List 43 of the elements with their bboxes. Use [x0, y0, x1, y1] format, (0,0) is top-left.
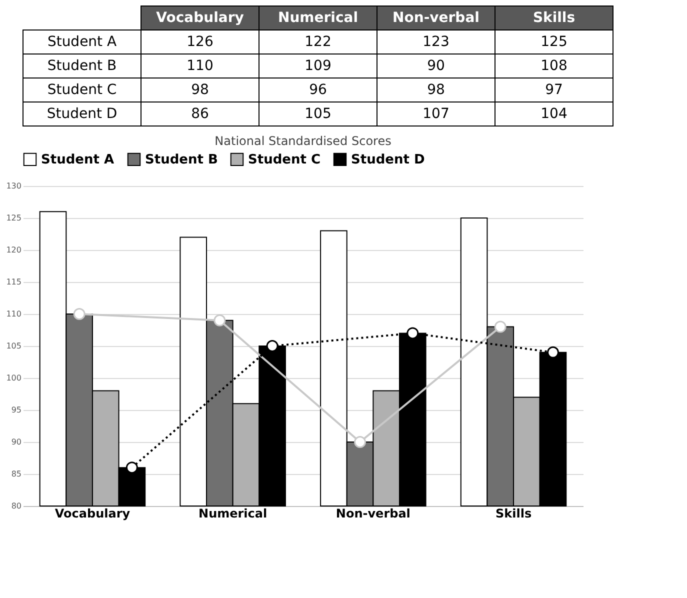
- y-tick-label: 105: [6, 342, 22, 350]
- legend-label: Student D: [351, 152, 425, 168]
- y-tick-label: 90: [11, 438, 22, 446]
- x-tick-label: Skills: [495, 506, 532, 520]
- data-label: 105: [304, 106, 332, 122]
- y-tick-label: Student A: [47, 34, 117, 50]
- data-label: 126: [186, 34, 214, 50]
- x-tick-label: Numerical: [198, 506, 268, 520]
- x-tick-label: Non-verbal: [392, 10, 480, 26]
- data-label: 109: [304, 58, 332, 74]
- y-tick-label: 100: [6, 374, 22, 382]
- x-tick-label: Vocabulary: [54, 506, 130, 520]
- legend-label: Student C: [248, 152, 320, 168]
- data-label: 125: [540, 34, 568, 50]
- y-tick-label: 120: [6, 246, 22, 254]
- y-tick-label: 85: [11, 470, 22, 478]
- data-label: 97: [545, 82, 563, 98]
- chart-title: National Standardised Scores: [214, 134, 392, 148]
- y-tick-label: 80: [11, 502, 22, 510]
- y-tick-label: 115: [6, 278, 22, 286]
- data-label: 104: [540, 106, 568, 122]
- y-tick-label: 110: [6, 310, 22, 318]
- data-label: 107: [422, 106, 450, 122]
- data-label: 90: [427, 58, 445, 74]
- data-label: 123: [422, 34, 450, 50]
- legend-label: Student B: [145, 152, 218, 168]
- y-tick-label: 125: [6, 214, 22, 222]
- x-tick-label: Numerical: [278, 10, 358, 26]
- data-label: 108: [540, 58, 568, 74]
- data-label: 122: [304, 34, 332, 50]
- y-tick-label: 130: [6, 182, 22, 190]
- y-tick-label: Student B: [47, 58, 117, 74]
- y-tick-label: 95: [11, 406, 22, 414]
- data-label: 86: [191, 106, 209, 122]
- y-tick-label: Student C: [47, 82, 117, 98]
- y-tick-label: Student D: [46, 106, 118, 122]
- x-tick-label: Non-verbal: [336, 506, 410, 520]
- x-tick-label: Vocabulary: [156, 10, 244, 26]
- data-label: 96: [309, 82, 327, 98]
- x-tick-label: Skills: [532, 10, 576, 26]
- data-label: 98: [427, 82, 445, 98]
- data-label: 110: [186, 58, 214, 74]
- data-label: 98: [191, 82, 209, 98]
